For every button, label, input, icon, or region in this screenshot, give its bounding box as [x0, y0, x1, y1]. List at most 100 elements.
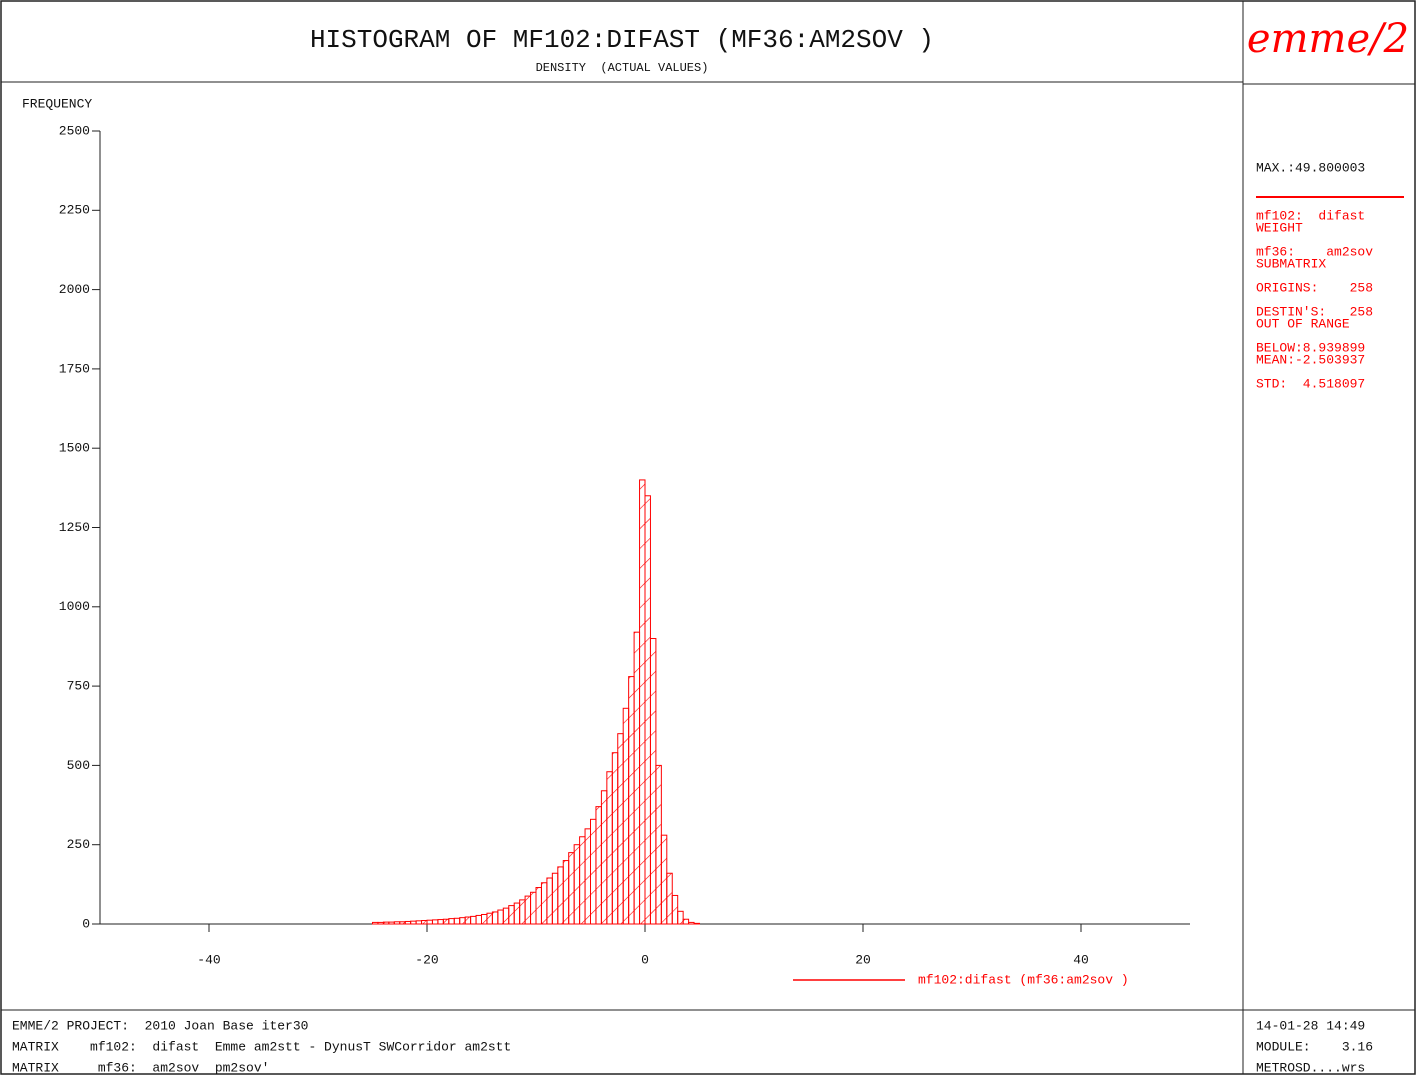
side-text: BELOW:8.939899	[1256, 340, 1365, 355]
bar	[540, 882, 548, 925]
y-axis-label: FREQUENCY	[22, 96, 92, 111]
bar	[600, 790, 608, 925]
y-tick-label: 250	[67, 837, 90, 852]
bar	[513, 902, 521, 925]
x-tick-label: 40	[1073, 952, 1089, 967]
chart-title: HISTOGRAM OF MF102:DIFAST (MF36:AM2SOV )	[310, 25, 934, 55]
bar	[606, 771, 613, 925]
bar	[579, 836, 586, 925]
side-text: SUBMATRIX	[1256, 256, 1326, 271]
bar	[393, 921, 401, 925]
bar	[372, 921, 379, 925]
footer-text: EMME/2 PROJECT: 2010 Joan Base iter30	[12, 1018, 308, 1033]
bar	[666, 872, 673, 925]
y-tick-label: 2000	[59, 282, 90, 297]
bar	[410, 920, 417, 925]
bar	[644, 495, 651, 925]
side-text: OUT OF RANGE	[1256, 316, 1350, 331]
x-tick-label: -40	[197, 952, 220, 967]
y-tick-label: 2500	[59, 123, 90, 138]
footer-text: MODULE: 3.16	[1256, 1039, 1373, 1054]
bar	[431, 919, 439, 925]
bar	[399, 921, 406, 925]
bar	[628, 676, 635, 925]
y-tick-label: 2250	[59, 203, 90, 218]
bar	[502, 907, 510, 925]
footer-text: MATRIX mf102: difast Emme am2stt - Dynus…	[12, 1039, 511, 1054]
bar	[633, 631, 641, 925]
side-text: ORIGINS: 258	[1256, 280, 1373, 295]
legend-label: mf102:difast (mf36:am2sov )	[918, 972, 1129, 987]
bar	[617, 733, 624, 925]
bar	[682, 918, 690, 925]
bar	[415, 920, 423, 925]
side-text: mf102: difast	[1256, 208, 1365, 223]
logo: emme/2	[1247, 16, 1409, 62]
bar	[611, 752, 619, 925]
footer-text: 14-01-28 14:49	[1256, 1018, 1365, 1033]
chart-subtitle: DENSITY (ACTUAL VALUES)	[536, 61, 709, 75]
bar	[470, 915, 477, 925]
y-tick-label: 0	[82, 916, 90, 931]
x-tick-label: 0	[641, 952, 649, 967]
bar	[508, 905, 515, 925]
bar	[671, 894, 679, 925]
bar	[590, 818, 597, 925]
bar	[677, 910, 684, 925]
side-text: MEAN:-2.503937	[1256, 352, 1365, 367]
bar	[573, 844, 581, 925]
bar	[519, 899, 526, 925]
y-tick-label: 1500	[59, 441, 90, 456]
bar	[660, 834, 668, 925]
footer-text: METROSD....wrs	[1256, 1060, 1365, 1075]
bar	[377, 921, 384, 925]
bar	[639, 479, 646, 925]
bar	[568, 852, 575, 925]
bar	[491, 911, 499, 925]
bar	[584, 828, 591, 925]
bar	[421, 920, 428, 925]
bar	[530, 891, 537, 925]
y-tick-label: 1000	[59, 599, 90, 614]
y-tick-label: 1750	[59, 361, 90, 376]
y-tick-label: 750	[67, 679, 90, 694]
bar	[551, 872, 559, 925]
bar	[649, 638, 657, 925]
bar	[655, 764, 662, 925]
bar	[453, 917, 461, 925]
x-tick-label: 20	[855, 952, 871, 967]
bar	[388, 921, 395, 925]
side-text: STD: 4.518097	[1256, 376, 1365, 391]
x-tick-label: -20	[415, 952, 438, 967]
bar	[622, 707, 630, 925]
bar	[448, 918, 455, 925]
bar	[475, 914, 482, 925]
side-text: WEIGHT	[1256, 220, 1303, 235]
bar	[382, 921, 390, 925]
bar	[688, 921, 695, 925]
bar	[426, 919, 433, 925]
y-tick-label: 1250	[59, 520, 90, 535]
side-text: DESTIN'S: 258	[1256, 304, 1373, 319]
footer-text: MATRIX mf36: am2sov pm2sov'	[12, 1060, 269, 1075]
bar	[404, 920, 412, 925]
bar	[693, 922, 700, 925]
bar	[562, 860, 570, 925]
side-text: mf36: am2sov	[1256, 244, 1373, 259]
bar	[486, 912, 493, 925]
bar	[546, 877, 553, 925]
bar	[481, 913, 488, 925]
bar	[497, 909, 504, 925]
bar	[437, 919, 444, 925]
bar	[535, 887, 542, 925]
side-max: MAX.:49.800003	[1256, 160, 1365, 175]
bar	[442, 918, 450, 925]
y-tick-label: 500	[67, 758, 90, 773]
bar	[524, 895, 532, 925]
bar	[459, 917, 466, 925]
bar	[595, 806, 602, 925]
bar	[557, 866, 564, 925]
bar	[464, 916, 472, 925]
